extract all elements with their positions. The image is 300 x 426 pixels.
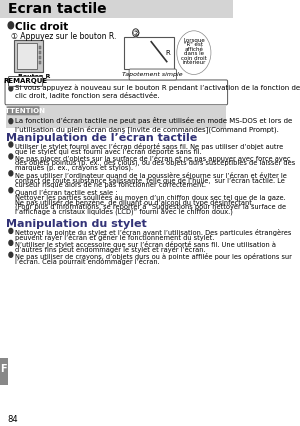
Text: Lorsque: Lorsque <box>183 38 205 43</box>
FancyBboxPatch shape <box>124 37 175 69</box>
Text: F: F <box>1 363 7 374</box>
Text: Nettoyer la pointe du stylet et l’écran avant l’utilisation. Des particules étra: Nettoyer la pointe du stylet et l’écran … <box>15 230 291 236</box>
FancyBboxPatch shape <box>17 43 37 69</box>
Text: Ecran tactile: Ecran tactile <box>8 2 106 16</box>
Text: l’affichage à cristaux liquides (LCD)” fourni avec le chiffon doux.): l’affichage à cristaux liquides (LCD)” f… <box>15 209 232 216</box>
Text: Nettoyer les parties souillées au moyen d’un chiffon doux sec tel que de la gaze: Nettoyer les parties souillées au moyen … <box>15 194 286 201</box>
Text: Ne pas utiliser de crayons, d’objets durs ou à pointe affilée pour les opération: Ne pas utiliser de crayons, d’objets dur… <box>15 253 292 260</box>
FancyBboxPatch shape <box>0 357 8 386</box>
Text: Manipulation du stylet: Manipulation du stylet <box>6 219 147 228</box>
Text: marques (p. ex., crayons et stylos).: marques (p. ex., crayons et stylos). <box>15 165 133 171</box>
Text: REMARQUE: REMARQUE <box>4 78 48 84</box>
Circle shape <box>9 228 13 233</box>
FancyBboxPatch shape <box>5 80 228 105</box>
Text: (Pour plus d’informations, se reporter à “Suggestions pour nettoyer la surface d: (Pour plus d’informations, se reporter à… <box>15 204 286 210</box>
Text: Bouton R: Bouton R <box>18 74 50 78</box>
Circle shape <box>9 119 13 124</box>
Circle shape <box>9 240 13 245</box>
Text: affiché: affiché <box>184 47 203 52</box>
Text: La fonction d’écran tactile ne peut pas être utilisée en mode MS-DOS et lors de
: La fonction d’écran tactile ne peut pas … <box>15 117 292 133</box>
Text: N’utiliser le stylet accessoire que sur l’écran déporté sans fil. Une utilisatio: N’utiliser le stylet accessoire que sur … <box>15 242 276 248</box>
Circle shape <box>9 188 13 193</box>
Text: que le stylet qui est fourni avec l’écran déporté sans fil.: que le stylet qui est fourni avec l’écra… <box>15 148 202 155</box>
Text: Utiliser le stylet fourni avec l’écran déporté sans fil. Ne pas utiliser d’objet: Utiliser le stylet fourni avec l’écran d… <box>15 143 283 150</box>
Text: Manipulation de l’écran tactile: Manipulation de l’écran tactile <box>6 132 197 143</box>
Text: peuvent rayer l’écran et gêner le fonctionnement du stylet.: peuvent rayer l’écran et gêner le foncti… <box>15 234 214 242</box>
FancyBboxPatch shape <box>129 69 176 80</box>
Text: R: R <box>165 50 170 56</box>
FancyBboxPatch shape <box>39 60 41 64</box>
Text: ②: ② <box>132 29 139 38</box>
Circle shape <box>9 252 13 257</box>
Circle shape <box>9 86 13 91</box>
Circle shape <box>9 142 13 147</box>
Text: Ne pas placer d’objets sur la surface de l’écran et ne pas appuyer avec force av: Ne pas placer d’objets sur la surface de… <box>15 155 290 162</box>
Text: Clic droit: Clic droit <box>15 22 68 32</box>
FancyBboxPatch shape <box>8 77 43 86</box>
Circle shape <box>9 154 13 159</box>
Circle shape <box>8 22 14 29</box>
FancyBboxPatch shape <box>7 106 40 115</box>
Text: Tapotement simple: Tapotement simple <box>122 72 183 77</box>
Text: ① Appuyez sur le bouton R.: ① Appuyez sur le bouton R. <box>11 32 116 41</box>
Text: "R" est: "R" est <box>184 42 203 47</box>
Circle shape <box>133 29 139 37</box>
Text: curseur risque alors de ne pas fonctionner correctement.: curseur risque alors de ne pas fonctionn… <box>15 182 206 188</box>
FancyBboxPatch shape <box>6 106 226 128</box>
Text: contact de toute substance salissante, telle que de l’huile,  sur l’écran tactil: contact de toute substance salissante, t… <box>15 177 285 184</box>
Text: ATTENTION: ATTENTION <box>1 108 46 114</box>
FancyBboxPatch shape <box>0 0 233 18</box>
Text: d’autres fins peut endommager le stylet et rayer l’écran.: d’autres fins peut endommager le stylet … <box>15 246 206 253</box>
Text: Ne pas utiliser de benzène, de diluant ou d’alcool du type désinfectant.: Ne pas utiliser de benzène, de diluant o… <box>15 199 254 206</box>
FancyBboxPatch shape <box>39 46 41 49</box>
Text: l’écran. Cela pourrait endommager l’écran.: l’écran. Cela pourrait endommager l’écra… <box>15 258 160 265</box>
Circle shape <box>9 171 13 176</box>
FancyBboxPatch shape <box>39 51 41 54</box>
Text: des objets pointus (p. ex., des clous), ou des objets durs susceptibles de laiss: des objets pointus (p. ex., des clous), … <box>15 160 295 167</box>
Text: Si vous appuyez à nouveau sur le bouton R pendant l’activation de la fonction de: Si vous appuyez à nouveau sur le bouton … <box>15 84 300 99</box>
Text: Quand l’écran tactile est sale :: Quand l’écran tactile est sale : <box>15 189 117 196</box>
Text: dans le: dans le <box>184 51 204 56</box>
FancyBboxPatch shape <box>39 56 41 59</box>
Text: coin droit: coin droit <box>181 56 207 60</box>
Circle shape <box>177 31 211 75</box>
Text: intérieur: intérieur <box>182 60 206 65</box>
Text: 84: 84 <box>8 415 18 424</box>
Text: Ne pas utiliser l’ordinateur quand de la poussière séjourne sur l’écran et évite: Ne pas utiliser l’ordinateur quand de la… <box>15 172 286 179</box>
FancyBboxPatch shape <box>14 40 44 72</box>
